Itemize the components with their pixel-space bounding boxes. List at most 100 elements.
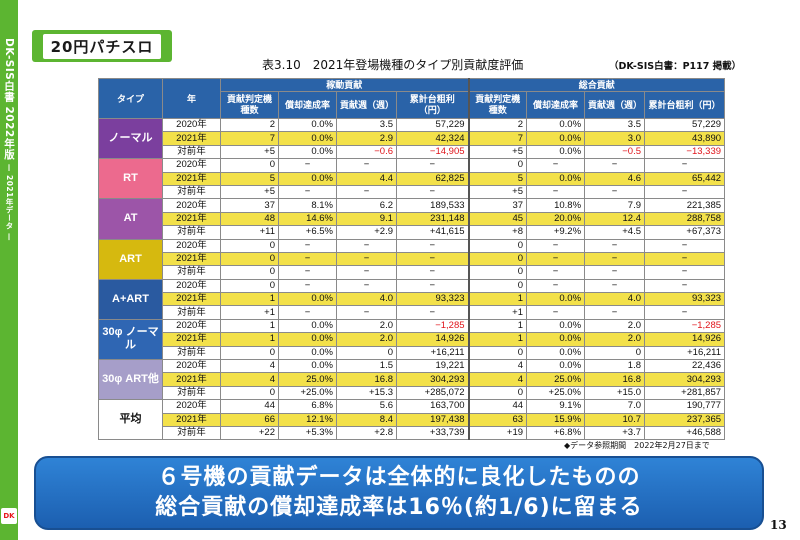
value-cell: 197,438 bbox=[395, 412, 470, 427]
value-cell: 0.0% bbox=[278, 332, 337, 347]
footnote: ◆データ参照期間 2022年2月27日まで bbox=[564, 441, 710, 450]
value-cell: 0 bbox=[336, 345, 397, 361]
value-cell: − bbox=[526, 305, 586, 320]
value-cell: − bbox=[644, 305, 726, 320]
value-cell: 93,323 bbox=[644, 292, 726, 307]
header-total-contribution: 総合貢献 bbox=[467, 78, 726, 92]
value-cell: − bbox=[278, 265, 337, 280]
value-cell: − bbox=[395, 305, 470, 320]
value-cell: 44 bbox=[220, 399, 279, 414]
value-cell: 5 bbox=[220, 171, 279, 186]
value-cell: −13,339 bbox=[644, 144, 726, 160]
banner-line-2: 総合貢献の償却達成率は16％(約1/6)に留まる bbox=[155, 495, 643, 520]
value-cell: +5 bbox=[467, 184, 528, 200]
value-cell: − bbox=[278, 278, 337, 294]
value-cell: +6.5% bbox=[278, 225, 337, 240]
value-cell: +3.7 bbox=[584, 425, 646, 441]
year-cell: 対前年 bbox=[162, 184, 221, 200]
type-cell: A+ART bbox=[98, 278, 163, 320]
value-cell: − bbox=[336, 158, 397, 173]
value-cell: +5.3% bbox=[278, 425, 337, 441]
table-row: 対前年 +1− − − +1− − − bbox=[99, 305, 726, 320]
value-cell: 0 bbox=[584, 345, 646, 361]
table-row: AT 2020年 37 8.1% 6.2 189,533 37 10.8% 7.9 221,385 bbox=[98, 198, 726, 240]
table-row: 2021年 66 12.1% 8.4 197,438 63 15.9% 10.7 237,365 bbox=[99, 412, 726, 427]
value-cell: 3.0 bbox=[584, 131, 646, 146]
table-row: 対前年 0 +25.0% +15.3 +285,072 0 +25.0% +15.0 +281,… bbox=[99, 385, 726, 401]
value-cell: +19 bbox=[467, 425, 528, 441]
type-cell: 30φ ノーマル bbox=[98, 318, 163, 361]
value-cell: 25.0% bbox=[278, 372, 337, 387]
value-cell: 0.0% bbox=[526, 359, 586, 374]
value-cell: +8 bbox=[467, 225, 528, 240]
value-cell: 4 bbox=[467, 359, 528, 374]
table-row: 2021年 1 0.0% 4.0 93,323 1 0.0% 4.0 93,323 bbox=[99, 292, 726, 307]
value-cell: 0.0% bbox=[278, 318, 337, 334]
value-cell: − bbox=[395, 265, 470, 280]
value-cell: 304,293 bbox=[395, 372, 470, 387]
value-cell: +4.5 bbox=[584, 225, 646, 240]
summary-banner: ６号機の貢献データは全体的に良化したものの 総合貢献の償却達成率は16％(約1/… bbox=[34, 456, 764, 530]
value-cell: 7.9 bbox=[584, 198, 646, 213]
year-cell: 2020年 bbox=[162, 117, 221, 133]
value-cell: 43,890 bbox=[644, 131, 726, 146]
value-cell: 14.6% bbox=[278, 211, 337, 227]
value-cell: 4 bbox=[467, 372, 528, 387]
value-cell: 8.1% bbox=[278, 198, 337, 213]
table-row: 対前年 +11 +6.5% +2.9 +41,615 +8 +9.2% +4.5 +67,373 bbox=[99, 225, 726, 240]
subheader-cell: 貢献判定機種数 bbox=[467, 91, 528, 119]
year-cell: 対前年 bbox=[162, 144, 221, 160]
value-cell: 0 bbox=[220, 158, 279, 173]
value-cell: 2.0 bbox=[336, 318, 397, 334]
value-cell: 0.0% bbox=[526, 345, 586, 361]
value-cell: 1 bbox=[467, 292, 528, 307]
value-cell: 2 bbox=[467, 117, 528, 133]
table-row: RT 2020年 0− − −0− − − bbox=[98, 158, 726, 200]
value-cell: 14,926 bbox=[644, 332, 726, 347]
year-cell: 対前年 bbox=[162, 305, 221, 320]
value-cell: 7 bbox=[467, 131, 528, 146]
value-cell: 62,825 bbox=[395, 171, 470, 186]
value-cell: +16,211 bbox=[395, 345, 470, 361]
year-cell: 2020年 bbox=[162, 318, 221, 334]
year-cell: 2020年 bbox=[162, 359, 221, 374]
value-cell: − bbox=[584, 265, 646, 280]
header-type: タイプ bbox=[98, 78, 163, 119]
value-cell: − bbox=[584, 305, 646, 320]
value-cell: − bbox=[644, 265, 726, 280]
value-cell: +5 bbox=[467, 144, 528, 160]
value-cell: +11 bbox=[220, 225, 279, 240]
value-cell: +1 bbox=[220, 305, 279, 320]
value-cell: − bbox=[644, 184, 726, 200]
value-cell: 3.5 bbox=[336, 117, 397, 133]
value-cell: 12.4 bbox=[584, 211, 646, 227]
value-cell: − bbox=[644, 238, 726, 253]
value-cell: 0.0% bbox=[526, 131, 586, 146]
value-cell: 0 bbox=[467, 238, 528, 253]
value-cell: − bbox=[584, 238, 646, 253]
year-cell: 2021年 bbox=[162, 131, 221, 146]
value-cell: −14,905 bbox=[395, 144, 470, 160]
year-cell: 2021年 bbox=[162, 332, 221, 347]
year-cell: 2021年 bbox=[162, 292, 221, 307]
value-cell: − bbox=[526, 278, 586, 294]
value-cell: 221,385 bbox=[644, 198, 726, 213]
value-cell: 1 bbox=[220, 332, 279, 347]
value-cell: 1 bbox=[467, 332, 528, 347]
value-cell: 0 bbox=[467, 278, 528, 294]
value-cell: 4.0 bbox=[584, 292, 646, 307]
value-cell: − bbox=[584, 251, 646, 267]
value-cell: − bbox=[526, 184, 586, 200]
year-cell: 対前年 bbox=[162, 385, 221, 401]
table-row: 2021年 4 25.0% 16.8 304,293 4 25.0% 16.8 304,293 bbox=[99, 372, 726, 387]
value-cell: 10.7 bbox=[584, 412, 646, 427]
year-cell: 2021年 bbox=[162, 251, 221, 267]
subheader-cell: 償却達成率 bbox=[526, 91, 586, 119]
value-cell: 189,533 bbox=[395, 198, 470, 213]
value-cell: 6.8% bbox=[278, 399, 337, 414]
value-cell: 19,221 bbox=[395, 359, 470, 374]
value-cell: +15.0 bbox=[584, 385, 646, 401]
table-row: 2021年 0− − −0− − − bbox=[99, 251, 726, 267]
value-cell: +5 bbox=[220, 184, 279, 200]
value-cell: 0 bbox=[220, 385, 279, 401]
